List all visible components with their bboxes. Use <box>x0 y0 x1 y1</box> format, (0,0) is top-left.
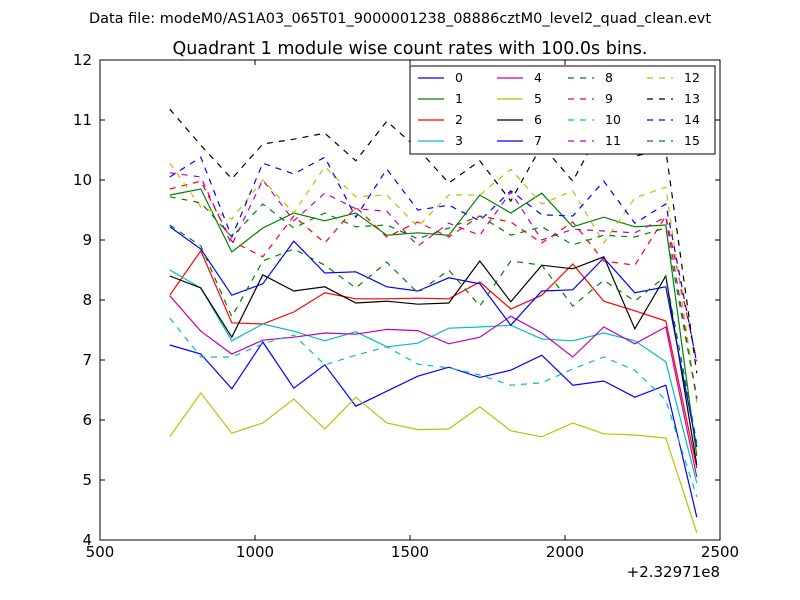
series-line-13 <box>169 108 698 374</box>
y-tick-label: 10 <box>73 171 92 189</box>
legend-label-13: 13 <box>684 91 700 106</box>
x-tick-label: 500 <box>86 543 115 561</box>
x-tick-label: 1500 <box>391 543 429 561</box>
y-tick-label: 5 <box>82 471 92 489</box>
series-line-4 <box>169 295 698 478</box>
legend-label-1: 1 <box>455 91 463 106</box>
legend-label-11: 11 <box>605 133 621 148</box>
series-line-10 <box>169 317 698 497</box>
legend-label-9: 9 <box>605 91 613 106</box>
legend-label-5: 5 <box>534 91 542 106</box>
legend-label-12: 12 <box>684 70 700 85</box>
series-line-8 <box>169 224 698 443</box>
legend-label-3: 3 <box>455 133 463 148</box>
legend-label-15: 15 <box>684 133 700 148</box>
series-line-2 <box>169 249 698 469</box>
legend-box <box>409 65 716 155</box>
legend-label-2: 2 <box>455 112 463 127</box>
y-tick-label: 6 <box>82 411 92 429</box>
y-tick-label: 11 <box>73 111 92 129</box>
legend-label-10: 10 <box>605 112 621 127</box>
legend-label-4: 4 <box>534 70 542 85</box>
x-tick-label: 2000 <box>546 543 584 561</box>
x-tick-label: 2500 <box>701 543 739 561</box>
series-line-1 <box>169 188 698 457</box>
x-axis-offset-label: +2.32971e8 <box>627 563 720 581</box>
legend-label-14: 14 <box>684 112 700 127</box>
series-line-7 <box>169 226 698 448</box>
y-tick-label: 9 <box>82 231 92 249</box>
y-tick-label: 8 <box>82 291 92 309</box>
legend-label-6: 6 <box>534 112 542 127</box>
series-line-0 <box>169 340 698 518</box>
y-tick-label: 12 <box>73 51 92 69</box>
y-tick-label: 7 <box>82 351 92 369</box>
series-group <box>169 108 698 533</box>
chart-title: Quadrant 1 module wise count rates with … <box>173 39 648 59</box>
x-tick-label: 1000 <box>236 543 274 561</box>
series-line-12 <box>169 162 698 404</box>
series-line-3 <box>169 269 698 484</box>
legend-label-7: 7 <box>534 133 542 148</box>
legend-label-8: 8 <box>605 70 613 85</box>
y-tick-label: 4 <box>82 531 92 549</box>
data-file-label: Data file: modeM0/AS1A03_065T01_90000012… <box>89 11 711 27</box>
legend-label-0: 0 <box>455 70 463 85</box>
series-line-5 <box>169 391 698 533</box>
